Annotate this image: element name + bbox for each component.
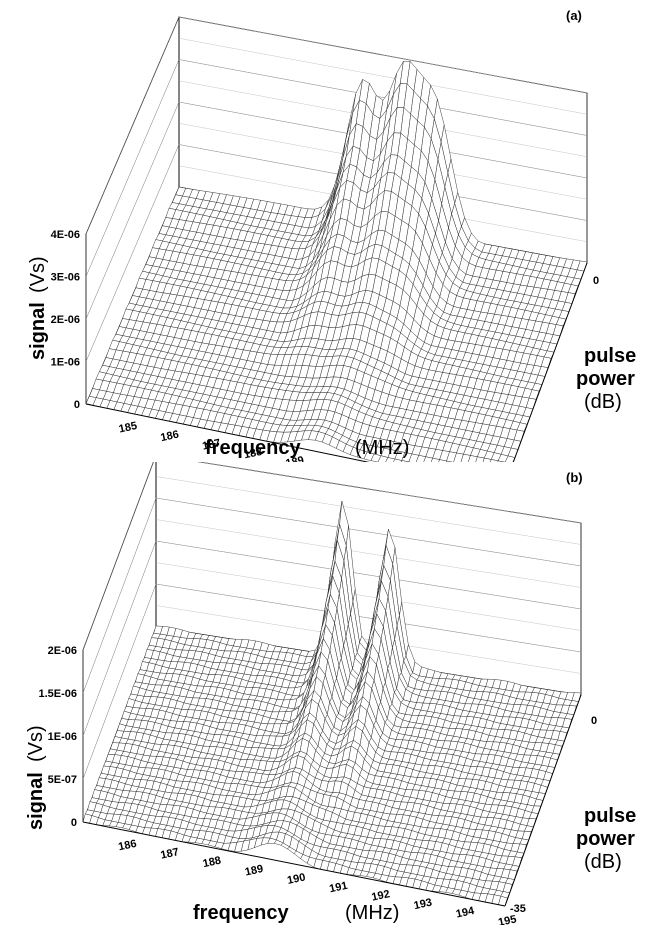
plot-area: 01E-062E-063E-064E-061851861871881891901…: [51, 16, 599, 462]
x-tick-label: 186: [160, 429, 180, 445]
surface-plot-a-svg: 01E-062E-063E-064E-061851861871881891901…: [27, 8, 636, 462]
surface-cell: [490, 459, 499, 462]
x-tick-label: 192: [371, 888, 391, 904]
z-axis-title: signal: [25, 772, 47, 830]
back-wall-grid: [155, 540, 582, 610]
surface-plot-b: 0 5E-07 1E-06 1.5E-06 2E-06 186 187 188 189 190 19…: [0, 462, 651, 925]
y-axis-unit: (dB): [584, 391, 622, 413]
z-tick-label: 4E-06: [51, 229, 80, 241]
z-gridline-left: [82, 583, 157, 780]
back-wall-grid: [155, 476, 582, 545]
x-tick-label: 194: [455, 905, 476, 921]
y-axis-title-line2: power: [576, 368, 635, 390]
z-tick-label: 2E-06: [51, 314, 80, 326]
z-tick-label: 1.5E-06: [38, 688, 77, 700]
surface-plot-a: 01E-062E-063E-064E-061851861871881891901…: [0, 0, 651, 462]
x-axis-line: [82, 821, 506, 907]
x-tick-label: 189: [244, 863, 264, 879]
x-tick-label: 188: [243, 446, 263, 462]
y-tick-label: 0: [591, 715, 597, 727]
panel-label: (b): [566, 470, 583, 485]
back-wall-grid: [178, 59, 588, 136]
back-wall-grid: [178, 16, 588, 94]
back-wall-grid: [155, 497, 582, 567]
y-axis-unit: (dB): [584, 851, 622, 873]
z-gridline-left: [85, 101, 180, 320]
surface-mesh: [85, 60, 588, 462]
surface-cell: [415, 455, 427, 462]
surface-cell: [446, 451, 457, 462]
y-axis-title-line2: power: [576, 828, 635, 850]
surface-cell: [377, 455, 389, 462]
x-tick-label: 185: [118, 420, 138, 436]
back-wall-grid: [155, 605, 582, 674]
z-tick-label: 3E-06: [51, 272, 80, 284]
x-tick-label: 187: [201, 437, 221, 453]
x-tick-label: 189: [285, 454, 305, 462]
z-tick-label: 1E-06: [48, 731, 77, 743]
back-wall-grid: [155, 562, 582, 631]
back-wall-grid: [198, 462, 582, 524]
x-tick-label: 188: [202, 855, 222, 871]
surface-cell: [400, 460, 410, 462]
x-axis-unit: (MHz): [355, 437, 409, 459]
x-axis-title: frequency: [205, 437, 301, 459]
z-tick-label: 5E-07: [48, 774, 77, 786]
x-axis-line: [85, 403, 370, 462]
x-axis-title: frequency: [193, 902, 289, 924]
z-gridline-left: [82, 540, 157, 737]
surface-cell: [460, 453, 471, 462]
surface-cell: [393, 458, 403, 462]
z-gridline-left: [85, 144, 180, 362]
z-axis-unit: (Vs): [25, 725, 47, 762]
surface-cell: [453, 452, 464, 462]
y-axis-title-line1: pulse: [584, 805, 636, 827]
z-tick-label: 2E-06: [48, 645, 77, 657]
surface-cell: [468, 455, 478, 462]
z-tick-label: 1E-06: [51, 357, 80, 369]
back-wall-grid: [155, 519, 582, 588]
x-tick-label: 191: [328, 880, 348, 896]
z-axis-unit: (Vs): [27, 256, 49, 293]
surface-cell: [423, 456, 433, 462]
y-tick-label: -35: [510, 903, 526, 915]
panel-label: (a): [566, 8, 582, 23]
surface-cell: [475, 456, 485, 462]
x-tick-label: 190: [286, 871, 306, 887]
z-axis-title: signal: [27, 302, 49, 360]
y-axis-line: [504, 694, 582, 907]
surface-cell: [504, 455, 516, 462]
surface-plot-b-svg: 0 5E-07 1E-06 1.5E-06 2E-06 186 187 188 189 190 19…: [25, 462, 636, 925]
surface-cell: [370, 453, 382, 462]
surface-cell: [497, 454, 509, 462]
plot-area: 0 5E-07 1E-06 1.5E-06 2E-06 186 187 188 189 190 19…: [38, 462, 597, 925]
surface-cell: [430, 457, 440, 462]
z-gridline-left: [85, 16, 180, 235]
x-tick-label: 187: [160, 846, 180, 862]
x-axis-unit: (MHz): [345, 902, 399, 924]
z-gridline-left: [82, 462, 154, 651]
surface-cell: [385, 457, 396, 462]
x-tick-label: 186: [117, 838, 137, 854]
surface-cell: [408, 453, 420, 462]
surface-cell: [497, 460, 506, 462]
y-tick-label: 0: [593, 275, 599, 287]
back-wall-grid: [155, 583, 582, 653]
surface-cell: [445, 460, 453, 462]
z-gridline-back: [198, 462, 582, 524]
x-tick-label: 193: [413, 897, 433, 913]
z-gridline-left: [82, 497, 157, 694]
y-axis-title-line1: pulse: [584, 345, 636, 367]
z-tick-label: 0: [74, 399, 80, 411]
z-gridline-left: [85, 59, 180, 277]
surface-mesh: [82, 500, 582, 907]
x-tick-label: 195: [497, 913, 517, 925]
surface-cell: [482, 457, 492, 462]
surface-cell: [438, 459, 447, 462]
z-tick-label: 0: [71, 817, 77, 829]
back-wall-grid: [178, 38, 588, 115]
y-axis-line: [512, 262, 588, 462]
